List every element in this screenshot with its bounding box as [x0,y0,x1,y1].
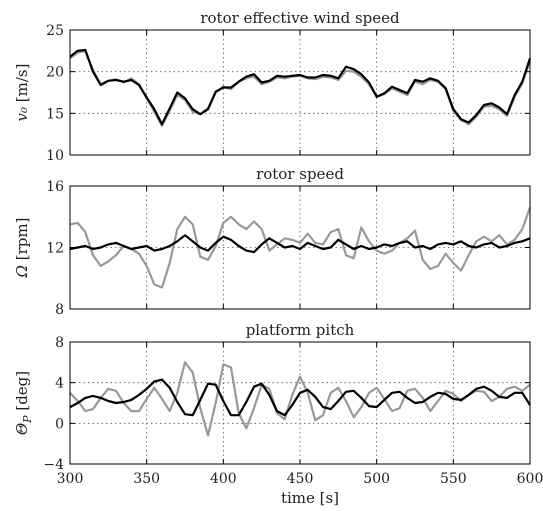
panel-platform-pitch: −4 0 4 8 300 350 400 450 500 550 600 platform pitch… [13,321,543,487]
series-line-0 [69,207,532,289]
x-tick-label: 450 [287,471,314,487]
panel-title: platform pitch [246,321,355,339]
y-tick-label: 8 [55,302,64,318]
panel-wind-speed: 10 15 20 25 rotor effective wind speed v₀ [m/… [13,9,532,164]
x-tick-label: 600 [517,471,543,487]
y-tick-label: 10 [46,148,64,164]
y-tick-label: 20 [46,65,64,81]
x-tick-label: 400 [210,471,237,487]
y-axis-label: v₀ [m/s] [13,64,31,122]
panel-title: rotor speed [256,165,344,183]
y-axis-label: Ω [rpm] [13,218,31,279]
y-tick-label: 8 [55,335,64,351]
y-tick-label: −4 [43,457,64,473]
x-tick-label: 500 [363,471,390,487]
series-line-1 [69,48,532,126]
x-tick-label: 300 [57,471,84,487]
y-axis-label: ΘP [deg] [13,371,34,435]
y-tick-label: 25 [46,23,64,39]
series-line-0 [69,361,531,437]
panel-rotor-speed: 8 12 16 rotor speed Ω [rpm] [13,165,532,318]
panel-title: rotor effective wind speed [200,9,400,27]
x-tick-label: 350 [133,471,160,487]
x-tick-label: 550 [440,471,467,487]
y-tick-label: 16 [46,179,64,195]
y-tick-label: 15 [46,106,64,122]
series-line-1 [69,234,531,254]
y-tick-label: 0 [55,416,64,432]
y-tick-label: 12 [46,241,64,257]
x-axis-label: time [s] [281,489,339,507]
series-line-1 [69,378,531,417]
y-tick-label: 4 [55,376,64,392]
